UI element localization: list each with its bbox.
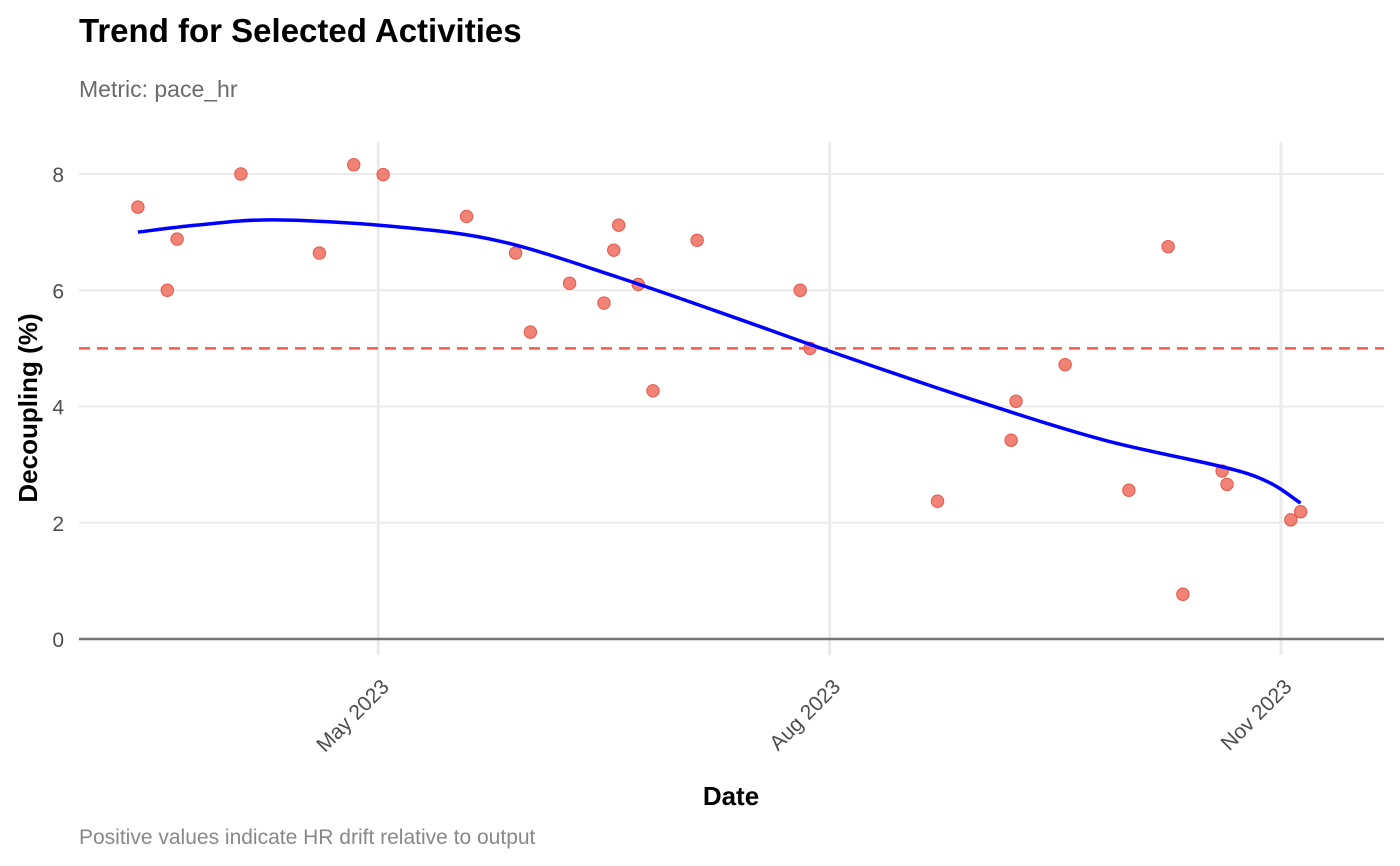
chart-caption: Positive values indicate HR drift relati… bbox=[79, 826, 536, 849]
x-tick-label: Aug 2023 bbox=[765, 675, 845, 755]
x-tick-label: May 2023 bbox=[312, 675, 393, 756]
y-tick-label: 4 bbox=[52, 397, 64, 420]
data-point bbox=[1161, 239, 1175, 254]
y-axis-ticks: 0 2 4 6 8 bbox=[52, 164, 64, 652]
data-point bbox=[508, 246, 523, 260]
data-point bbox=[459, 209, 474, 224]
data-point bbox=[1293, 505, 1308, 519]
data-point bbox=[1009, 394, 1023, 408]
data-point bbox=[1004, 433, 1018, 447]
data-point bbox=[562, 276, 577, 290]
trend-line-group bbox=[137, 218, 1302, 505]
chart-subtitle: Metric: pace_hr bbox=[79, 76, 238, 102]
data-point bbox=[312, 246, 327, 260]
y-tick-label: 2 bbox=[52, 513, 64, 536]
data-point bbox=[597, 296, 611, 310]
data-point bbox=[690, 233, 704, 247]
data-point bbox=[347, 158, 361, 172]
data-points bbox=[131, 158, 1308, 601]
data-point bbox=[523, 325, 538, 339]
data-point bbox=[1284, 513, 1298, 527]
y-tick-label: 6 bbox=[52, 280, 64, 303]
grid bbox=[79, 142, 1384, 655]
data-point bbox=[1058, 357, 1072, 372]
y-tick-label: 0 bbox=[52, 629, 64, 652]
x-axis-title: Date bbox=[703, 781, 759, 811]
data-point bbox=[793, 283, 807, 297]
data-point bbox=[131, 200, 145, 214]
data-point bbox=[930, 494, 945, 508]
x-tick-label: Nov 2023 bbox=[1217, 675, 1297, 755]
data-point bbox=[170, 232, 184, 246]
data-point bbox=[611, 218, 626, 232]
y-axis-title: Decoupling (%) bbox=[13, 313, 43, 502]
data-point bbox=[234, 167, 248, 181]
data-point bbox=[646, 384, 660, 398]
data-point bbox=[1176, 587, 1190, 601]
data-point bbox=[1122, 483, 1136, 497]
data-point bbox=[1220, 477, 1234, 492]
x-axis-ticks: May 2023 Aug 2023 Nov 2023 bbox=[312, 675, 1296, 756]
data-point bbox=[607, 243, 621, 257]
data-point bbox=[376, 167, 390, 182]
reference-lines bbox=[79, 347, 1384, 641]
data-point bbox=[160, 283, 175, 297]
chart-title: Trend for Selected Activities bbox=[79, 12, 522, 49]
y-tick-label: 8 bbox=[52, 164, 64, 187]
trend-line bbox=[137, 218, 1302, 505]
